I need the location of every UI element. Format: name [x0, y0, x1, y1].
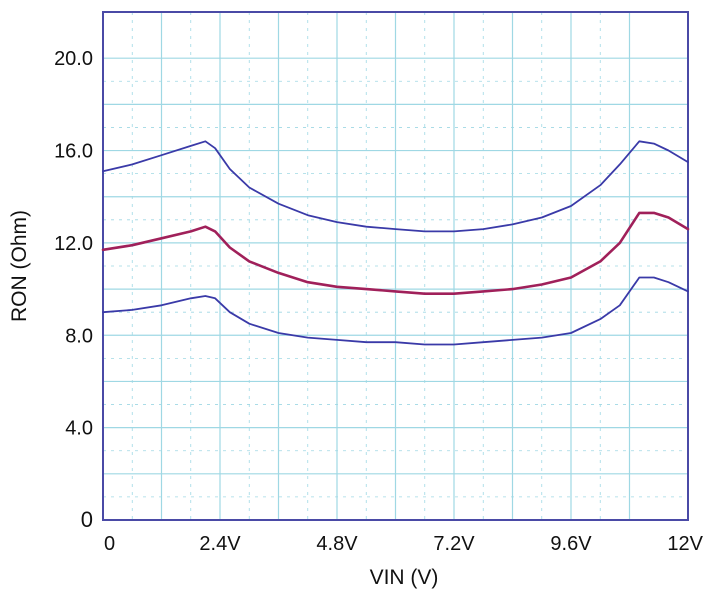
y-axis-title: RON (Ohm) [8, 210, 31, 322]
y-tick-label: 8.0 [65, 325, 93, 347]
middle-series-line [101, 211, 690, 296]
lower-series-line [102, 276, 689, 346]
y-tick-label: 0 [81, 507, 93, 532]
x-tick-label: 7.2V [433, 533, 475, 555]
upper-series-line [102, 140, 689, 233]
x-axis-tick-labels: 0 2.4V 4.8V 7.2V 9.6V 12V [104, 533, 704, 555]
y-axis-tick-labels: 0 4.0 8.0 12.0 16.0 20.0 [54, 48, 93, 532]
x-axis-title: VIN (V) [370, 566, 439, 589]
x-tick-label: 4.8V [316, 533, 358, 555]
y-tick-label: 4.0 [65, 418, 93, 440]
series-lines [101, 140, 690, 346]
plot-frame [102, 11, 689, 521]
y-tick-label: 20.0 [54, 48, 93, 70]
x-tick-label: 2.4V [199, 533, 241, 555]
y-tick-label: 16.0 [54, 141, 93, 163]
x-tick-label: 12V [667, 533, 703, 555]
x-tick-label: 9.6V [550, 533, 592, 555]
y-tick-label: 12.0 [54, 233, 93, 255]
gridlines [103, 12, 688, 520]
x-tick-label: 0 [104, 533, 115, 555]
